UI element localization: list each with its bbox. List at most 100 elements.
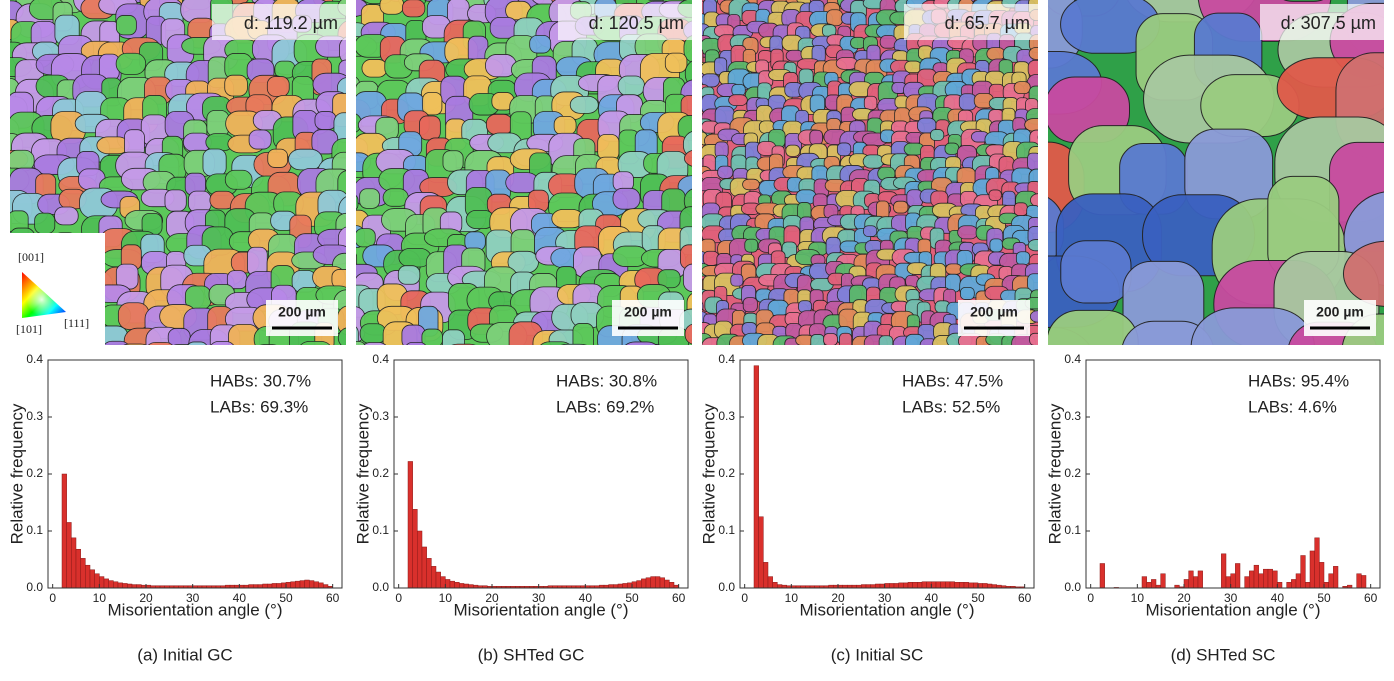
x-axis-label: Misorientation angle (°) xyxy=(454,600,629,619)
bar xyxy=(917,582,922,588)
y-tick-label: 0.4 xyxy=(26,352,43,366)
grain xyxy=(879,336,893,349)
grain xyxy=(1028,274,1044,291)
bar xyxy=(1235,563,1240,588)
annotation: HABs: 30.7% xyxy=(210,371,311,390)
bar xyxy=(861,585,866,588)
grain xyxy=(768,348,789,365)
bar xyxy=(894,583,899,588)
bar xyxy=(1231,574,1236,588)
grain xyxy=(837,143,850,156)
bar xyxy=(936,582,941,588)
bar xyxy=(1329,574,1334,588)
grain xyxy=(905,349,929,363)
grain xyxy=(963,350,979,372)
bar xyxy=(609,585,614,588)
grain xyxy=(1029,47,1048,59)
grain xyxy=(622,342,660,363)
bar xyxy=(945,582,950,588)
plot-frame xyxy=(394,360,688,588)
grain xyxy=(443,151,463,171)
bar xyxy=(1254,565,1259,588)
grain xyxy=(881,350,900,372)
grain xyxy=(225,170,252,189)
bar xyxy=(941,582,946,588)
bar xyxy=(314,582,319,588)
bar xyxy=(927,582,932,588)
bar xyxy=(277,583,282,588)
grain xyxy=(1014,82,1030,94)
bar xyxy=(1310,551,1315,588)
bar xyxy=(305,580,310,588)
bar xyxy=(441,577,446,588)
grain xyxy=(486,114,512,134)
grain xyxy=(826,361,844,376)
bar xyxy=(431,566,436,588)
bar xyxy=(623,583,628,588)
x-tick-label: 0 xyxy=(741,591,748,605)
x-tick-label: 0 xyxy=(1087,591,1094,605)
annotation: LABs: 52.5% xyxy=(902,397,1000,416)
y-tick-label: 0.2 xyxy=(372,466,389,480)
grain xyxy=(693,348,715,363)
y-tick-label: 0.4 xyxy=(718,352,735,366)
grain xyxy=(57,349,94,368)
bar xyxy=(992,585,997,588)
bar xyxy=(1161,574,1166,588)
bar xyxy=(669,582,674,588)
grain xyxy=(209,342,235,371)
grain xyxy=(73,348,110,382)
ipf-top: [001] xyxy=(18,250,44,264)
grain xyxy=(945,143,959,154)
bar xyxy=(1305,582,1310,588)
bar xyxy=(1291,579,1296,588)
grain xyxy=(167,365,196,387)
grain xyxy=(782,359,801,370)
grain xyxy=(839,348,860,360)
grain xyxy=(492,364,529,381)
grain xyxy=(203,149,226,176)
bar xyxy=(1198,571,1203,588)
bar xyxy=(263,584,268,588)
bar xyxy=(1273,571,1278,588)
grain xyxy=(770,360,794,376)
bar xyxy=(1147,582,1152,588)
bar xyxy=(1357,574,1362,588)
grain xyxy=(0,0,8,12)
bar xyxy=(281,583,286,588)
grain xyxy=(705,348,718,361)
bar xyxy=(464,584,469,588)
bar xyxy=(983,583,988,588)
grain xyxy=(1061,241,1131,303)
grain xyxy=(485,348,525,381)
bar xyxy=(253,585,258,588)
grain xyxy=(976,349,995,367)
bar xyxy=(1221,554,1226,588)
grain xyxy=(679,349,705,379)
x-tick-label: 0 xyxy=(395,591,402,605)
grain xyxy=(1016,348,1028,360)
grain xyxy=(840,333,852,352)
grain xyxy=(851,362,867,373)
caption: (b) SHTed GC xyxy=(478,645,585,664)
y-tick-label: 0.0 xyxy=(718,580,735,594)
x-axis-label: Misorientation angle (°) xyxy=(108,600,283,619)
bar xyxy=(1189,571,1194,588)
bar xyxy=(1142,577,1147,588)
grain xyxy=(297,341,334,371)
grain xyxy=(1038,358,1057,377)
bar xyxy=(655,577,660,588)
bar xyxy=(903,583,908,588)
grain xyxy=(665,53,687,72)
annotation: HABs: 30.8% xyxy=(556,371,657,390)
bar xyxy=(71,538,76,588)
grain xyxy=(972,358,991,369)
bar xyxy=(1249,571,1254,588)
grain xyxy=(102,341,131,376)
grain xyxy=(732,358,757,376)
grain xyxy=(424,367,457,397)
grain xyxy=(116,53,146,74)
